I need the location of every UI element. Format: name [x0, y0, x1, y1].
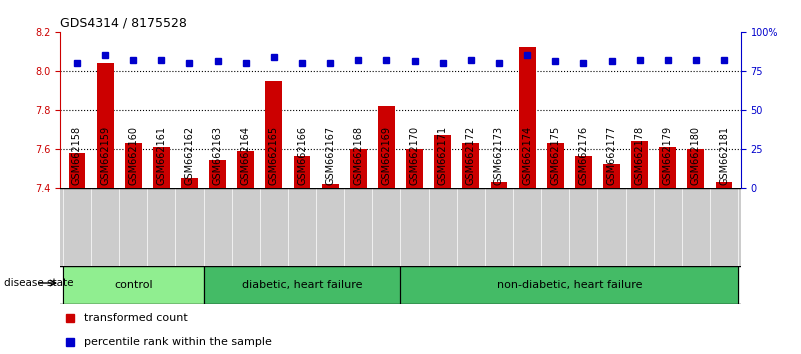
- Text: disease state: disease state: [4, 278, 74, 288]
- Bar: [209, 160, 226, 188]
- Bar: [490, 182, 507, 188]
- Bar: [575, 156, 592, 188]
- Bar: [350, 149, 367, 188]
- Bar: [715, 182, 732, 188]
- Bar: [97, 63, 114, 188]
- Bar: [406, 149, 423, 188]
- Bar: [434, 135, 451, 188]
- Bar: [125, 143, 142, 188]
- Bar: [322, 184, 339, 188]
- Bar: [631, 141, 648, 188]
- Text: non-diabetic, heart failure: non-diabetic, heart failure: [497, 280, 642, 290]
- Bar: [153, 147, 170, 188]
- Bar: [603, 164, 620, 188]
- Bar: [378, 106, 395, 188]
- Text: GDS4314 / 8175528: GDS4314 / 8175528: [60, 16, 187, 29]
- Bar: [63, 266, 203, 304]
- Bar: [519, 47, 536, 188]
- Bar: [203, 266, 400, 304]
- Bar: [462, 143, 479, 188]
- Bar: [547, 143, 564, 188]
- Bar: [687, 149, 704, 188]
- Bar: [400, 266, 738, 304]
- Text: transformed count: transformed count: [84, 313, 187, 323]
- Bar: [294, 156, 311, 188]
- Text: diabetic, heart failure: diabetic, heart failure: [242, 280, 362, 290]
- Bar: [265, 80, 282, 188]
- Bar: [181, 178, 198, 188]
- Text: percentile rank within the sample: percentile rank within the sample: [84, 337, 272, 347]
- Bar: [659, 147, 676, 188]
- Bar: [237, 150, 254, 188]
- Bar: [69, 153, 86, 188]
- Text: control: control: [114, 280, 152, 290]
